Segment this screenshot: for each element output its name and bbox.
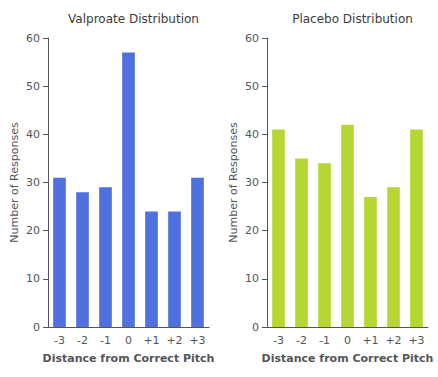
svg-text:30: 30 (26, 176, 40, 189)
svg-text:Placebo Distribution: Placebo Distribution (292, 12, 413, 26)
svg-text:0: 0 (33, 321, 40, 334)
svg-text:-1: -1 (319, 334, 330, 347)
svg-text:+3: +3 (408, 334, 424, 347)
svg-text:50: 50 (26, 80, 40, 93)
svg-text:10: 10 (245, 272, 259, 285)
svg-text:Number of Responses: Number of Responses (227, 122, 240, 243)
svg-text:-2: -2 (77, 334, 88, 347)
svg-text:+3: +3 (189, 334, 205, 347)
svg-text:0: 0 (252, 321, 259, 334)
svg-text:-1: -1 (100, 334, 111, 347)
svg-text:40: 40 (26, 128, 40, 141)
svg-text:10: 10 (26, 272, 40, 285)
svg-text:+1: +1 (362, 334, 378, 347)
svg-text:Valproate Distribution: Valproate Distribution (68, 12, 199, 26)
svg-text:-3: -3 (54, 334, 65, 347)
svg-text:+2: +2 (385, 334, 401, 347)
svg-text:0: 0 (344, 334, 351, 347)
svg-text:60: 60 (26, 32, 40, 45)
svg-text:-3: -3 (273, 334, 284, 347)
svg-text:+2: +2 (166, 334, 182, 347)
svg-text:30: 30 (245, 176, 259, 189)
svg-text:40: 40 (245, 128, 259, 141)
svg-text:Number of Responses: Number of Responses (8, 122, 21, 243)
svg-text:20: 20 (245, 224, 259, 237)
svg-text:Distance from Correct Pitch: Distance from Correct Pitch (43, 352, 215, 365)
svg-text:60: 60 (245, 32, 259, 45)
svg-text:0: 0 (125, 334, 132, 347)
svg-text:Distance from Correct Pitch: Distance from Correct Pitch (262, 352, 434, 365)
svg-text:-2: -2 (296, 334, 307, 347)
svg-text:20: 20 (26, 224, 40, 237)
svg-text:+1: +1 (143, 334, 159, 347)
svg-text:50: 50 (245, 80, 259, 93)
